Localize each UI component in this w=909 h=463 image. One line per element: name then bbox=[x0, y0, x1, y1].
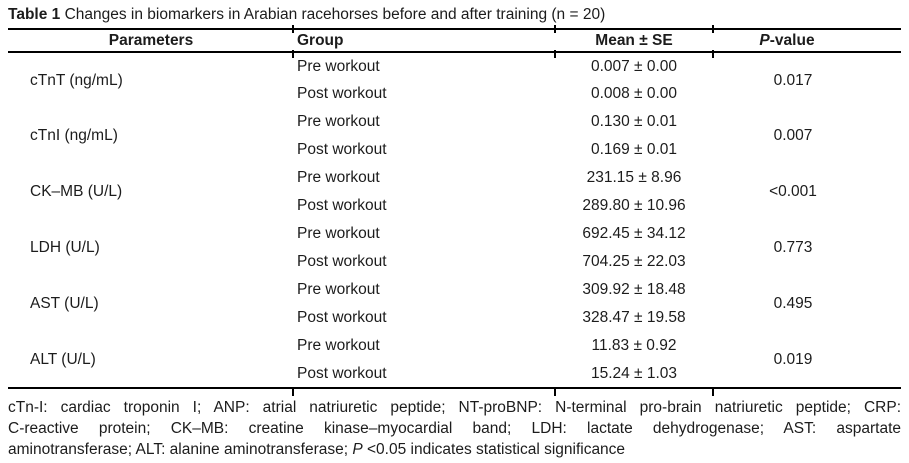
cell-mean: 11.83 ± 0.92 bbox=[591, 337, 677, 354]
cell-mean: 309.92 ± 18.48 bbox=[582, 281, 686, 298]
cell-pvalue: 0.495 bbox=[773, 295, 813, 312]
column-header-parameters: Parameters bbox=[108, 31, 194, 49]
cell-mean: 0.008 ± 0.00 bbox=[590, 85, 678, 102]
footnote-line-3-text: aminotransferase; ALT: alanine aminotran… bbox=[8, 441, 353, 458]
cell-pvalue: 0.019 bbox=[773, 350, 813, 368]
cell-pvalue: 0.007 bbox=[773, 127, 813, 144]
footnote-line-3: aminotransferase; ALT: alanine aminotran… bbox=[8, 439, 901, 460]
cell-parameter: cTnT (ng/mL) bbox=[30, 71, 123, 89]
biomarkers-table: Parameters Group Mean ± SE P-value cTnT … bbox=[8, 28, 901, 389]
cell-mean: 704.25 ± 22.03 bbox=[582, 253, 686, 270]
cell-group: Pre workout bbox=[297, 281, 380, 298]
table-row: CK–MB (U/L) Pre workout 231.15 ± 8.96 <0… bbox=[8, 164, 901, 200]
cell-mean: 0.130 ± 0.01 bbox=[590, 113, 678, 130]
cell-mean: 289.80 ± 10.96 bbox=[582, 197, 686, 214]
column-header-group: Group bbox=[297, 31, 344, 49]
column-header-pvalue: P-value bbox=[713, 29, 901, 52]
cell-group: Post workout bbox=[297, 85, 387, 102]
footnote-line-1: cTn-I: cardiac troponin I; ANP: atrial n… bbox=[8, 399, 901, 416]
column-divider-tick bbox=[292, 50, 294, 58]
table-row: LDH (U/L) Pre workout 692.45 ± 34.12 0.7… bbox=[8, 220, 901, 256]
table-row: cTnT (ng/mL) Pre workout 0.007 ± 0.00 0.… bbox=[8, 52, 901, 89]
cell-mean: 15.24 ± 1.03 bbox=[590, 364, 678, 382]
footnote-line-2: C-reactive protein; CK–MB: creatine kina… bbox=[8, 420, 901, 437]
cell-group: Post workout bbox=[297, 253, 387, 270]
footnote-line-3-end: <0.05 indicates statistical significance bbox=[362, 441, 626, 458]
column-divider-tick bbox=[554, 25, 556, 33]
table-header-row: Parameters Group Mean ± SE P-value bbox=[8, 29, 901, 52]
cell-group: Pre workout bbox=[297, 57, 380, 75]
cell-mean: 0.169 ± 0.01 bbox=[590, 141, 678, 158]
cell-group: Pre workout bbox=[297, 337, 380, 354]
table-row: ALT (U/L) Pre workout 11.83 ± 0.92 0.019 bbox=[8, 332, 901, 368]
table-row: Post workout 704.25 ± 22.03 bbox=[8, 248, 901, 276]
column-divider-tick bbox=[554, 50, 556, 58]
cell-parameter: cTnI (ng/mL) bbox=[30, 127, 118, 144]
cell-mean: 692.45 ± 34.12 bbox=[582, 225, 686, 242]
cell-parameter: AST (U/L) bbox=[30, 295, 99, 312]
cell-group: Post workout bbox=[297, 364, 387, 382]
column-divider-tick bbox=[712, 50, 714, 58]
cell-pvalue: <0.001 bbox=[769, 183, 817, 200]
footnote-p-symbol: P bbox=[352, 441, 363, 458]
pvalue-header-italic: P bbox=[759, 31, 770, 49]
table-row: Post workout 289.80 ± 10.96 bbox=[8, 192, 901, 220]
cell-group: Pre workout bbox=[297, 225, 380, 242]
table-title: Table 1 Changes in biomarkers in Arabian… bbox=[8, 6, 901, 24]
column-divider-tick bbox=[712, 25, 714, 33]
cell-mean: 0.007 ± 0.00 bbox=[590, 57, 678, 75]
table-row: Post workout 0.169 ± 0.01 bbox=[8, 136, 901, 164]
table-title-text: Changes in biomarkers in Arabian racehor… bbox=[60, 6, 606, 23]
table-row: Post workout 0.008 ± 0.00 bbox=[8, 80, 901, 108]
column-divider-tick bbox=[292, 388, 294, 396]
column-divider-tick bbox=[712, 388, 714, 396]
column-divider-tick bbox=[292, 25, 294, 33]
cell-pvalue: 0.017 bbox=[773, 71, 813, 89]
table-row: Post workout 328.47 ± 19.58 bbox=[8, 304, 901, 332]
cell-parameter: LDH (U/L) bbox=[30, 239, 100, 256]
cell-group: Post workout bbox=[297, 197, 387, 214]
table-row: Post workout 15.24 ± 1.03 bbox=[8, 360, 901, 388]
table-row: cTnI (ng/mL) Pre workout 0.130 ± 0.01 0.… bbox=[8, 108, 901, 144]
cell-parameter: CK–MB (U/L) bbox=[30, 183, 123, 200]
cell-group: Post workout bbox=[297, 309, 387, 326]
table-row: AST (U/L) Pre workout 309.92 ± 18.48 0.4… bbox=[8, 276, 901, 312]
cell-mean: 328.47 ± 19.58 bbox=[582, 309, 686, 326]
cell-group: Post workout bbox=[297, 141, 387, 158]
cell-pvalue: 0.773 bbox=[773, 239, 813, 256]
cell-group: Pre workout bbox=[297, 169, 380, 186]
pvalue-header-rest: -value bbox=[769, 31, 815, 49]
column-divider-tick bbox=[554, 388, 556, 396]
cell-group: Pre workout bbox=[297, 113, 380, 130]
table-title-number: Table 1 bbox=[8, 6, 61, 23]
cell-mean: 231.15 ± 8.96 bbox=[586, 169, 682, 186]
table-footnote: cTn-I: cardiac troponin I; ANP: atrial n… bbox=[8, 397, 901, 460]
cell-parameter: ALT (U/L) bbox=[30, 350, 96, 368]
column-header-mean-se: Mean ± SE bbox=[595, 31, 673, 49]
